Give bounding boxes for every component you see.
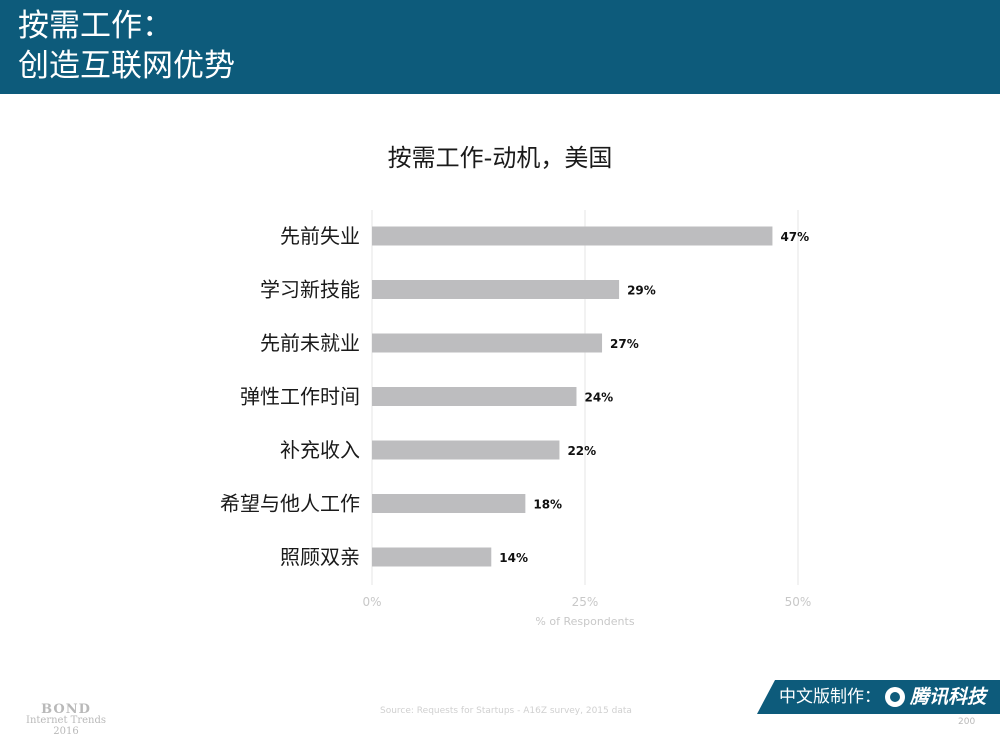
value-label: 22% xyxy=(567,444,596,458)
badge-brand: 腾讯科技 xyxy=(910,686,987,708)
header-bar: 按需工作： 创造互联网优势 xyxy=(0,0,1000,94)
bar xyxy=(372,333,603,353)
x-tick-label: 25% xyxy=(572,595,599,609)
bond-year: 2016 xyxy=(53,726,79,737)
bond-logo: BOND Internet Trends 2016 xyxy=(26,702,107,737)
x-tick-label: 0% xyxy=(362,595,381,609)
page-title-line1: 按需工作： xyxy=(18,8,173,44)
category-label: 学习新技能 xyxy=(260,278,360,302)
x-tick-label: 50% xyxy=(785,595,812,609)
bar xyxy=(372,547,492,567)
tencent-badge: 中文版制作： 腾讯科技 xyxy=(757,680,1000,714)
category-label: 照顾双亲 xyxy=(280,545,360,569)
footer: BOND Internet Trends 2016 Source: Reques… xyxy=(0,680,1000,750)
category-label: 补充收入 xyxy=(280,438,360,462)
x-axis-title: % of Respondents xyxy=(535,615,634,628)
value-label: 27% xyxy=(610,337,639,351)
page-title-line2: 创造互联网优势 xyxy=(18,48,235,84)
badge-label: 中文版制作： xyxy=(779,687,881,707)
chart-title: 按需工作-动机，美国 xyxy=(387,144,613,172)
bar xyxy=(372,226,773,246)
bar xyxy=(372,494,526,513)
bar xyxy=(372,387,577,406)
category-label: 希望与他人工作 xyxy=(220,492,360,516)
category-label: 先前未就业 xyxy=(260,331,360,355)
value-label: 47% xyxy=(780,230,809,244)
bond-name: BOND xyxy=(41,702,91,717)
tencent-logo-icon xyxy=(885,687,905,707)
value-label: 14% xyxy=(499,551,528,565)
value-label: 29% xyxy=(627,284,656,298)
source-note: Source: Requests for Startups - A16Z sur… xyxy=(380,706,632,716)
page-title: 按需工作： 创造互联网优势 xyxy=(18,6,235,86)
page-number: 200 xyxy=(958,717,976,727)
category-label: 弹性工作时间 xyxy=(240,385,360,409)
bar xyxy=(372,440,560,460)
value-label: 18% xyxy=(533,498,562,512)
value-label: 24% xyxy=(584,391,613,405)
category-label: 先前失业 xyxy=(280,224,360,248)
bond-subtitle: Internet Trends xyxy=(26,715,107,726)
bar xyxy=(372,280,620,299)
